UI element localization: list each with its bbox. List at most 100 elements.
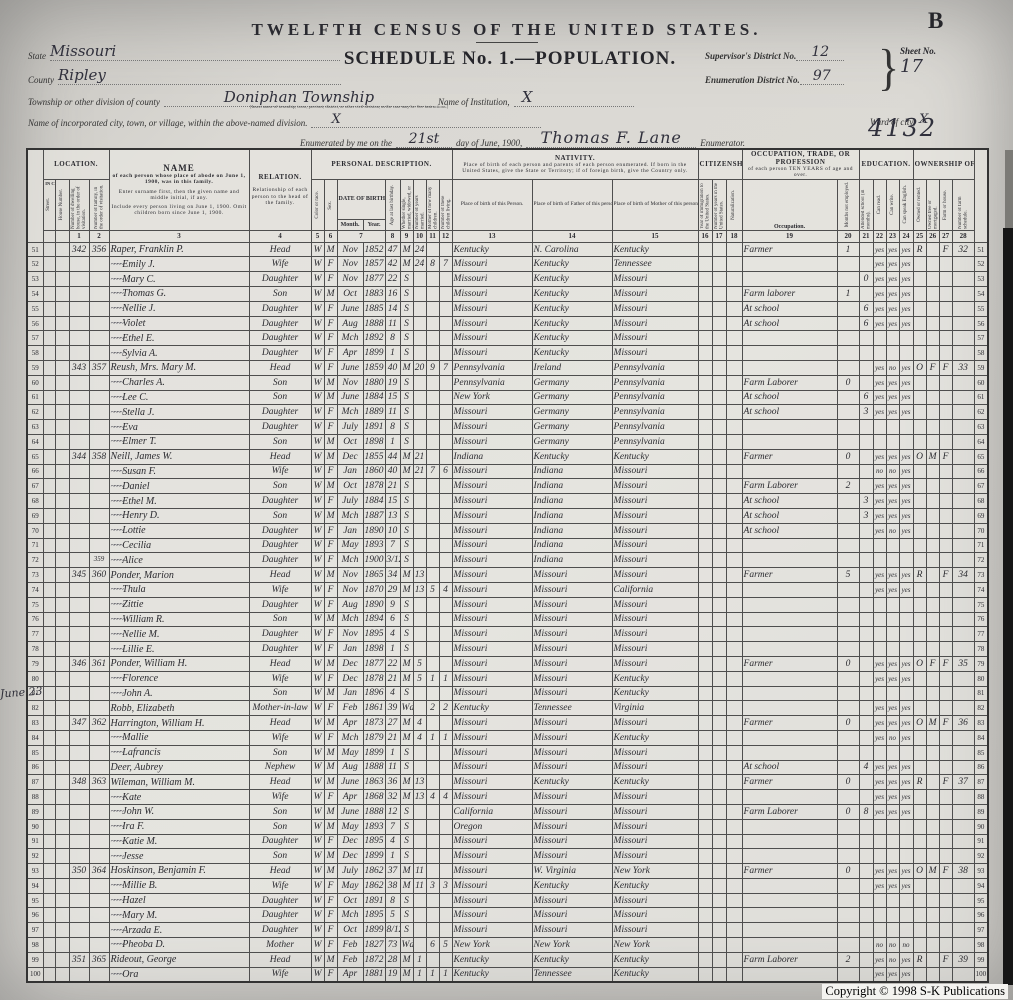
immigration-year-cell (697, 241, 713, 258)
years-in-us-cell (711, 300, 727, 317)
children-living-cell (438, 907, 453, 924)
color-cell: W (310, 907, 325, 924)
farm-schedule-cell (951, 404, 975, 421)
farm-house-cell (938, 803, 953, 820)
school-months-cell (858, 922, 874, 939)
table-row: 95HazelDaughterWFOct18918SMissouriMissou… (26, 892, 989, 909)
birth-year-cell: 1899 (362, 922, 386, 939)
birth-year-cell: 1900 (362, 552, 386, 569)
dwelling-number-cell (68, 877, 90, 894)
age-cell: 11 (384, 404, 401, 421)
street-cell (42, 626, 56, 643)
speak-english-cell: yes (898, 670, 914, 687)
years-in-us-cell (711, 715, 727, 731)
speak-english-cell: yes (898, 374, 914, 391)
family-number-cell (88, 641, 110, 657)
school-months-cell (858, 522, 874, 539)
age-cell: 12 (384, 803, 401, 820)
line-number-cell: 88 (26, 789, 44, 805)
children-living-cell (438, 389, 453, 406)
table-row: 56VioletDaughterWFAug188811SMissouriKent… (26, 315, 989, 332)
table-row: 79 346 361 Ponder, William H. Head W M Dec 1877 2… (26, 655, 989, 672)
school-months-cell (858, 374, 874, 391)
owned-rented-cell: O (912, 448, 927, 465)
can-read-cell (872, 330, 887, 347)
family-number-cell (88, 522, 110, 539)
relation-cell: Wife (248, 581, 312, 598)
immigration-year-cell (697, 567, 713, 583)
age-cell: 21 (384, 729, 401, 746)
school-months-cell (858, 448, 874, 465)
can-write-cell: yes (885, 670, 900, 687)
free-mortgaged-cell (925, 300, 940, 317)
house-number-cell (54, 922, 70, 939)
age-cell: 3/12 (384, 552, 401, 569)
mother-children-cell (425, 345, 440, 361)
months-unemployed-cell (836, 729, 860, 746)
school-months-cell (858, 670, 874, 687)
street-cell (42, 877, 56, 894)
birth-month-cell: Mch (336, 907, 364, 924)
years-married-cell (412, 626, 427, 643)
naturalization-cell (725, 448, 743, 465)
line-number-cell: 99 (26, 951, 44, 968)
line-number-cell: 94 (26, 877, 44, 894)
dwelling-number-cell (68, 848, 90, 865)
speak-english-cell: yes (898, 951, 914, 968)
can-write-cell (885, 892, 900, 909)
line-number-cell: 51 (26, 241, 44, 258)
can-read-cell (872, 685, 887, 702)
free-mortgaged-cell (925, 596, 940, 613)
relation-cell: Daughter (248, 330, 312, 347)
table-row: 66Susan F.WifeWFJan186040M2176MissouriIn… (26, 463, 989, 480)
birthplace-cell: Missouri (451, 596, 533, 613)
years-in-us-cell (711, 256, 727, 273)
sex-cell: F (323, 700, 338, 717)
free-mortgaged-cell (925, 848, 940, 865)
col-dwelling-number: Number of dwelling house, in the order o… (68, 178, 90, 231)
naturalization-cell (725, 655, 743, 672)
table-row: 82 Robb, Elizabeth Mother-in-law W F Feb 1861 3… (26, 700, 989, 717)
years-in-us-cell (711, 744, 727, 761)
age-cell: 32 (384, 789, 401, 805)
farm-schedule-cell (951, 626, 975, 643)
children-living-cell (438, 863, 453, 879)
father-birthplace-cell: Kentucky (531, 330, 613, 347)
street-cell (42, 567, 56, 583)
sex-cell: F (323, 937, 338, 953)
children-living-cell (438, 493, 453, 509)
table-row: 68Ethel M.DaughterWFJuly188415SMissouriI… (26, 493, 989, 509)
color-cell: W (310, 715, 325, 731)
owned-rented-cell (912, 729, 927, 746)
occupation-cell (741, 877, 838, 894)
line-number-cell: 69 (973, 507, 989, 524)
color-cell: W (310, 611, 325, 628)
years-in-us-cell (711, 286, 727, 302)
farm-schedule-cell: 34 (951, 567, 975, 583)
relation-cell: Head (248, 655, 312, 672)
house-number-cell (54, 315, 70, 332)
mother-birthplace-cell: Kentucky (611, 241, 699, 258)
naturalization-cell (725, 774, 743, 791)
color-cell: W (310, 374, 325, 391)
line-number-cell: 73 (26, 567, 44, 583)
years-in-us-cell (711, 596, 727, 613)
years-in-us-cell (711, 241, 727, 258)
children-living-cell: 2 (438, 700, 453, 717)
col-marital-status: Whether single, married, widowed, or div… (399, 178, 414, 231)
naturalization-cell (725, 256, 743, 273)
table-row: 100OraWifeWFApr188119M111KentuckyTenness… (26, 966, 989, 983)
line-number-cell: 80 (973, 670, 989, 687)
title-rule (476, 42, 538, 43)
children-living-cell (438, 641, 453, 657)
birthplace-cell: Missouri (451, 655, 533, 672)
mother-children-cell (425, 907, 440, 924)
mother-children-cell (425, 300, 440, 317)
birthplace-cell: Missouri (451, 774, 533, 791)
dwelling-number-cell (68, 966, 90, 983)
owned-rented-cell (912, 522, 927, 539)
occupation-cell: At school (741, 389, 838, 406)
years-married-cell (412, 404, 427, 421)
free-mortgaged-cell (925, 493, 940, 509)
years-in-us-cell (711, 670, 727, 687)
